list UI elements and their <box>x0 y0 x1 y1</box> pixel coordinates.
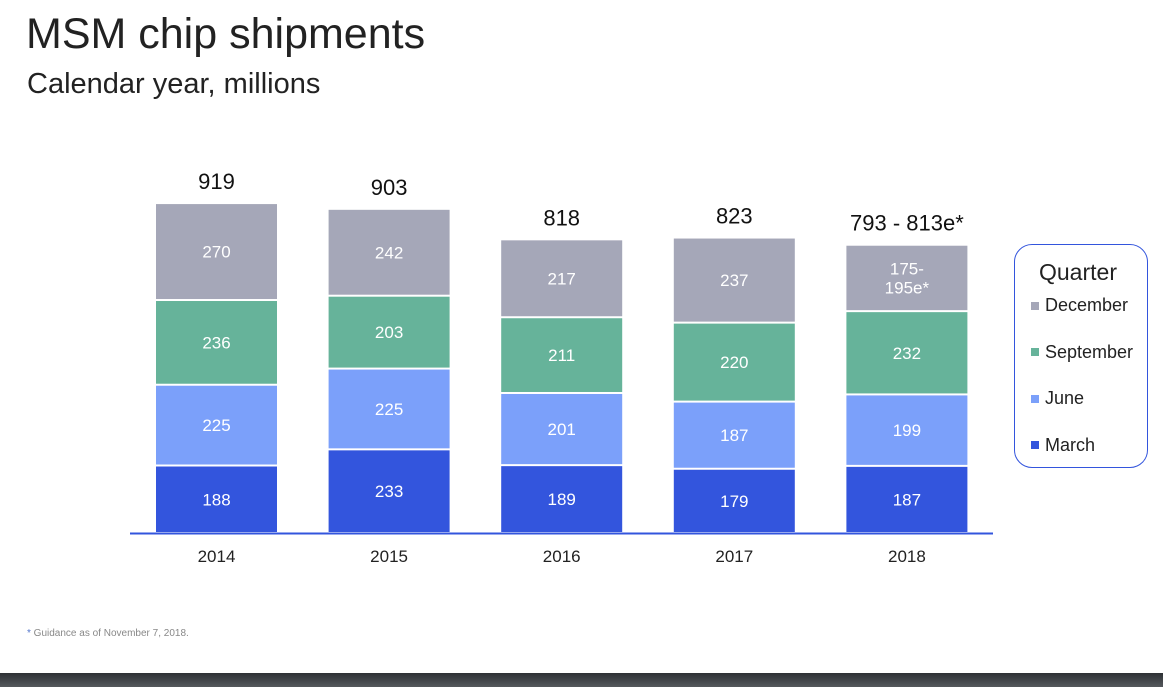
bar-segment-june <box>673 402 795 468</box>
data-label: 189 <box>548 490 576 509</box>
bar-segment-march <box>673 469 795 532</box>
bar-segment-september <box>156 301 277 384</box>
legend-item-march: March <box>1031 435 1095 456</box>
total-label: 903 <box>371 175 408 200</box>
legend-title: Quarter <box>1039 259 1117 285</box>
x-tick-label: 2015 <box>370 547 408 566</box>
data-label: 187 <box>720 426 748 445</box>
legend: Quarter December September June March <box>1014 244 1148 468</box>
total-label: 793 - 813e* <box>850 211 964 236</box>
data-label: 199 <box>893 421 921 440</box>
x-tick-label: 2016 <box>543 547 581 566</box>
page-subtitle: Calendar year, millions <box>27 68 321 100</box>
legend-label: December <box>1045 295 1129 315</box>
bar-segment-march <box>328 450 450 532</box>
total-label: 823 <box>716 204 753 229</box>
data-label: 195e* <box>885 278 930 297</box>
bar-segment-march <box>501 466 623 532</box>
total-label: 818 <box>543 205 580 230</box>
bar-segment-december <box>673 238 795 322</box>
data-label: 217 <box>548 269 576 288</box>
data-label: 211 <box>548 346 575 365</box>
data-label: 236 <box>202 333 230 352</box>
data-label: 179 <box>720 492 748 511</box>
bar-segment-september <box>328 296 450 368</box>
bar-segment-june <box>501 393 623 465</box>
legend-swatch <box>1031 394 1039 403</box>
legend-swatch <box>1031 348 1039 356</box>
footnote-marker: * <box>27 628 31 639</box>
bar-segment-december <box>328 209 450 295</box>
data-label: 242 <box>375 243 403 262</box>
data-label: 201 <box>548 420 576 439</box>
data-label: 175- <box>890 259 924 278</box>
legend-item-september: September <box>1031 342 1133 363</box>
page-title: MSM chip shipments <box>26 10 426 58</box>
data-label: 232 <box>893 344 921 363</box>
data-label: 203 <box>375 323 403 342</box>
bar-segment-september <box>673 323 795 401</box>
data-label: 225 <box>202 416 230 435</box>
data-label: 225 <box>375 400 403 419</box>
footnote-text: Guidance as of November 7, 2018. <box>30 628 189 639</box>
bar-segment-march <box>846 466 968 532</box>
footnote: * Guidance as of November 7, 2018. <box>27 628 189 639</box>
bar-segment-june <box>328 369 450 449</box>
legend-swatch <box>1031 301 1039 310</box>
x-tick-label: 2014 <box>198 547 236 566</box>
legend-label: June <box>1045 388 1085 408</box>
data-label: 270 <box>202 243 230 262</box>
bar-segment-june <box>156 385 277 465</box>
legend-swatch <box>1031 441 1039 449</box>
data-label: 237 <box>720 271 748 290</box>
x-tick-label: 2018 <box>888 547 926 566</box>
bar-segment-september <box>501 318 623 392</box>
data-label: 220 <box>720 353 748 372</box>
data-label: 187 <box>893 490 921 509</box>
legend-label: September <box>1045 341 1134 362</box>
legend-item-june: June <box>1031 388 1084 409</box>
legend-label: March <box>1045 434 1096 455</box>
bar-segment-march <box>156 466 277 532</box>
total-label: 919 <box>198 169 235 194</box>
bar-segment-december <box>156 204 277 300</box>
bar-segment-june <box>846 395 968 465</box>
x-tick-label: 2017 <box>715 547 753 566</box>
data-label: 233 <box>375 482 403 501</box>
data-label: 188 <box>202 490 230 509</box>
bar-segment-september <box>846 312 968 394</box>
bar-segment-december <box>846 245 968 311</box>
legend-item-december: December <box>1031 295 1128 316</box>
bar-segment-december <box>501 240 623 317</box>
bottom-bar <box>0 673 1163 687</box>
